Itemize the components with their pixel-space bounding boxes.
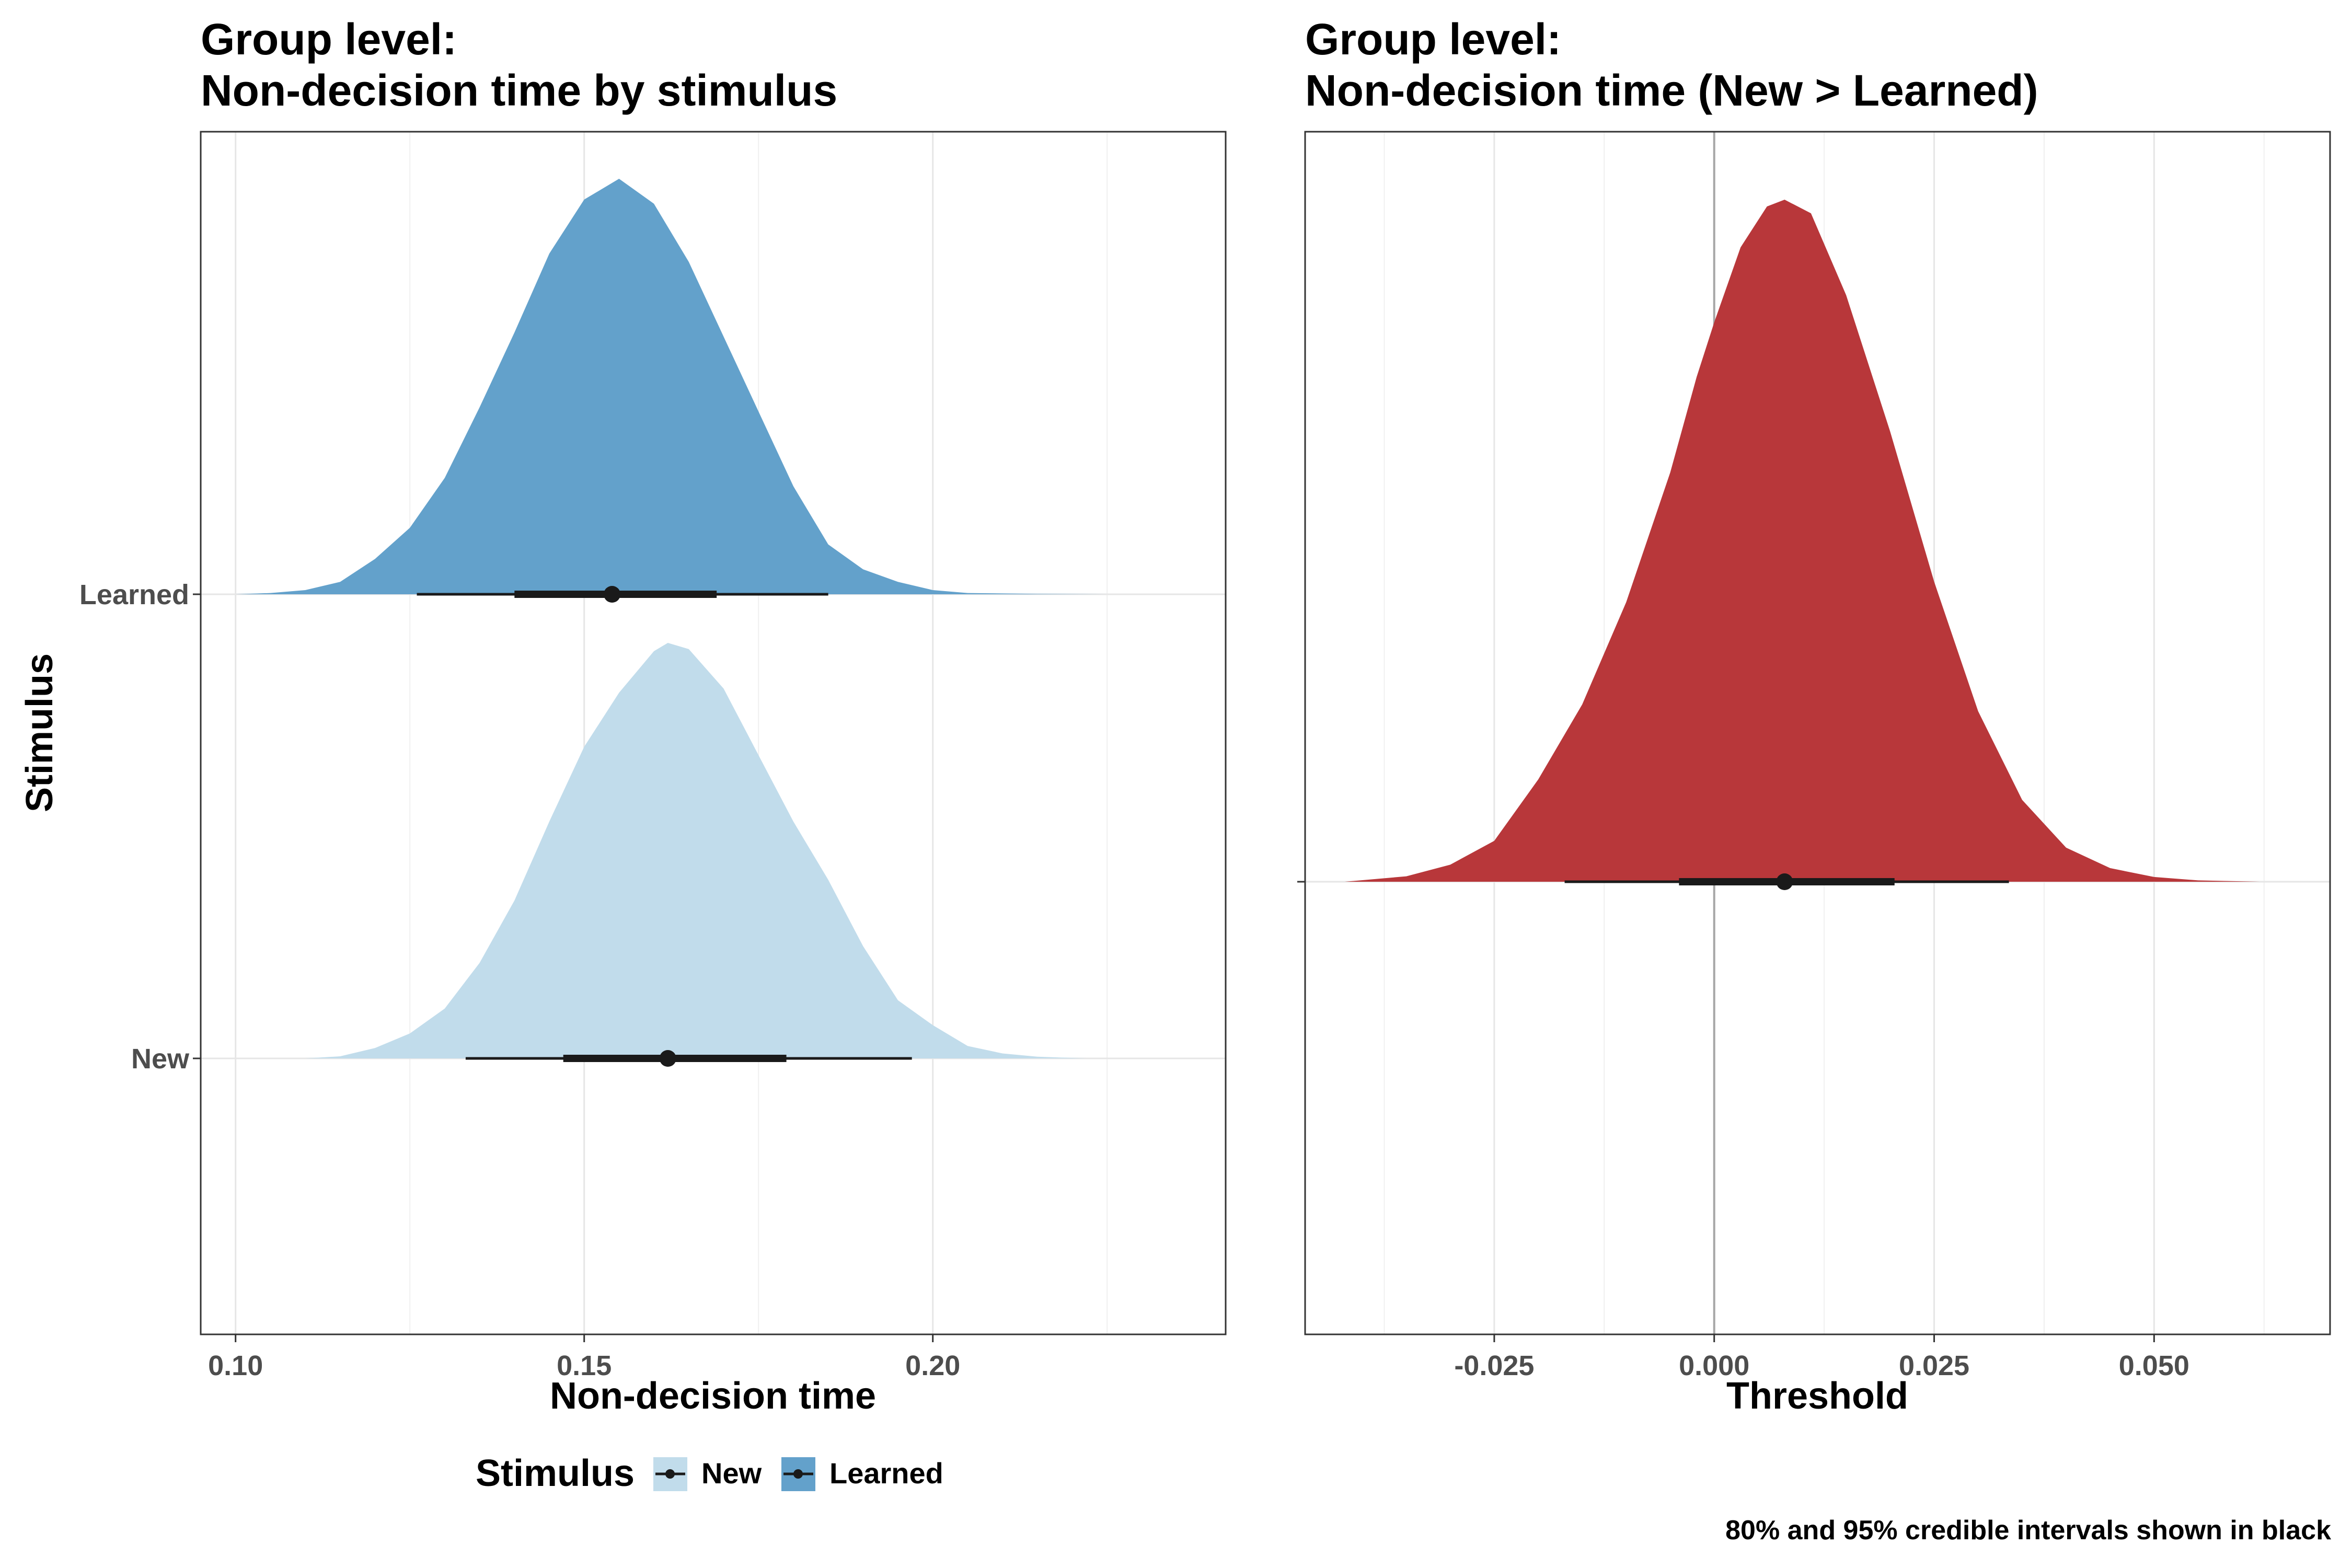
legend-title: Stimulus xyxy=(476,1452,635,1494)
y-tick-label-new: New xyxy=(131,1043,190,1075)
left-panel: Group level: Non-decision time by stimul… xyxy=(19,15,1227,1417)
median-point-learned xyxy=(604,586,621,603)
right-densities xyxy=(1344,200,2260,882)
density-difference xyxy=(1344,200,2260,882)
right-intervals xyxy=(1564,873,2009,890)
left-x-tick-label: 0.10 xyxy=(208,1350,263,1381)
right-x-tick-label: 0.000 xyxy=(1679,1350,1749,1381)
y-tick-label-learned: Learned xyxy=(79,579,189,610)
median-point-difference xyxy=(1776,873,1793,890)
left-densities xyxy=(235,179,1108,1058)
left-x-axis: 0.10 0.15 0.20 xyxy=(208,1334,960,1381)
right-title-line-2: Non-decision time (New > Learned) xyxy=(1305,66,2038,115)
legend-item-learned: Learned xyxy=(781,1457,943,1491)
right-plot-border xyxy=(1304,131,2331,1335)
left-x-tick-label: 0.15 xyxy=(557,1350,612,1381)
median-point-new xyxy=(659,1050,676,1067)
left-x-tick-label: 0.20 xyxy=(905,1350,960,1381)
left-x-axis-title: Non-decision time xyxy=(550,1375,876,1417)
right-x-tick-label: -0.025 xyxy=(1454,1350,1534,1381)
legend-key-new-point xyxy=(665,1469,675,1479)
left-y-axis: New Learned xyxy=(79,579,201,1075)
left-title-line-1: Group level: xyxy=(201,15,457,64)
caption: 80% and 95% credible intervals shown in … xyxy=(1725,1515,2331,1546)
legend-label-new: New xyxy=(701,1457,762,1490)
right-x-axis: -0.025 0.000 0.025 0.050 xyxy=(1454,1334,2189,1381)
legend-key-learned-point xyxy=(793,1469,803,1479)
right-x-tick-label: 0.025 xyxy=(1899,1350,1969,1381)
left-title-line-2: Non-decision time by stimulus xyxy=(201,66,837,115)
right-x-axis-title: Threshold xyxy=(1726,1375,1908,1417)
right-x-tick-label: 0.050 xyxy=(2119,1350,2189,1381)
right-title-line-1: Group level: xyxy=(1305,15,1561,64)
legend-label-learned: Learned xyxy=(829,1457,943,1490)
legend-item-new: New xyxy=(653,1457,762,1491)
density-new xyxy=(305,643,1087,1058)
legend: Stimulus New Learned xyxy=(476,1452,943,1494)
right-panel: Group level: Non-decision time (New > Le… xyxy=(1297,15,2331,1417)
left-y-axis-title: Stimulus xyxy=(19,653,61,812)
left-plot-border xyxy=(200,131,1227,1335)
left-intervals xyxy=(417,586,912,1067)
density-learned xyxy=(235,179,1108,594)
